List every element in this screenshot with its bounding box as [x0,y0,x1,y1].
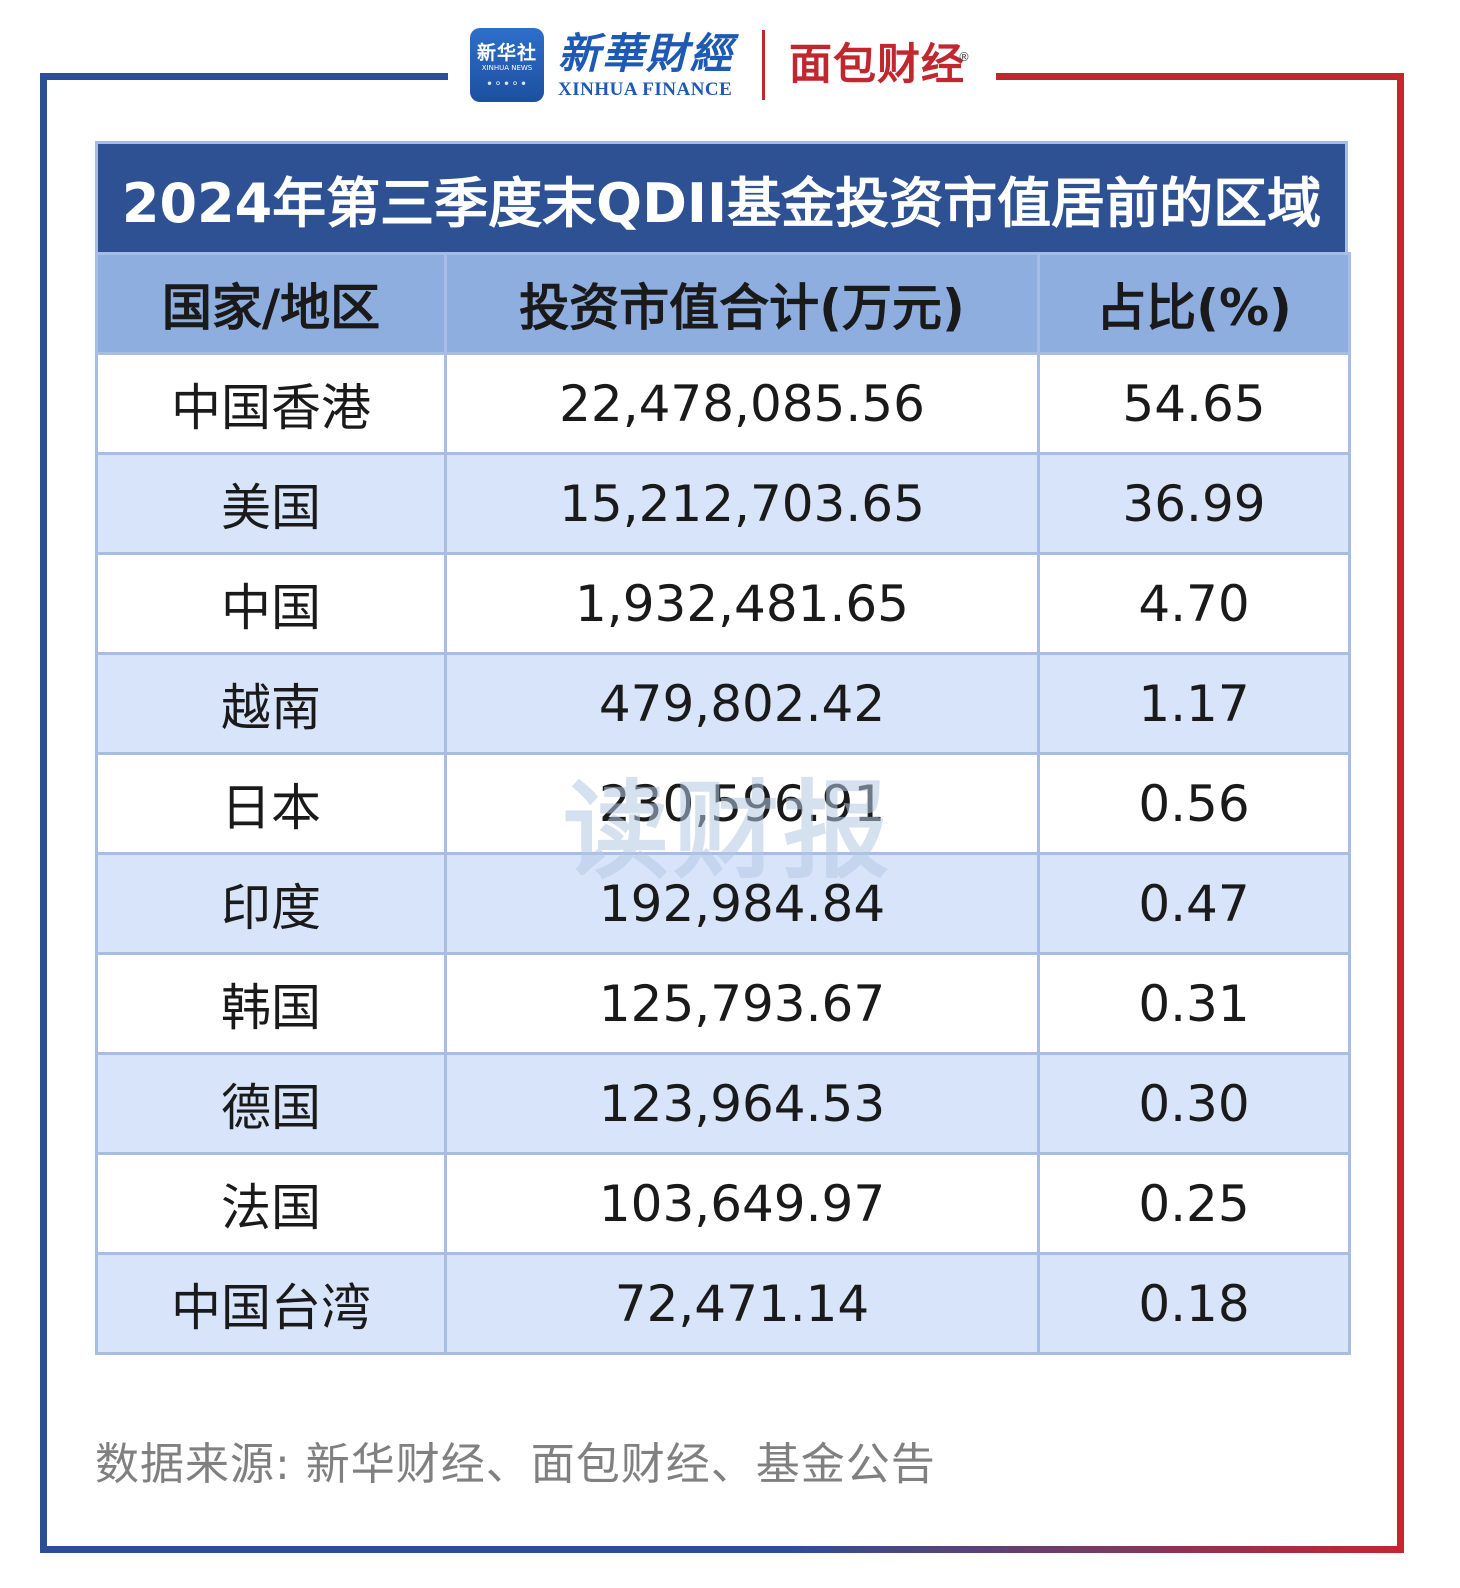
xinhua-badge-cn: 新华社 [476,41,537,64]
mianbao-logo-text: 面包财经 [789,40,966,90]
table-row: 中国香港 22,478,085.56 54.65 [95,352,1351,455]
cell-share: 0.30 [1037,1052,1351,1155]
cell-share: 0.31 [1037,952,1351,1055]
table-row: 印度 192,984.84 0.47 [95,852,1351,955]
xinhua-finance-logo: 新華財經 XINHUA FINANCE [558,29,734,101]
frame-bottom-line [40,1546,1404,1553]
frame-right-line [1397,73,1404,1553]
network-dots-icon: ∙∘∙∘∙ [485,75,529,90]
data-table-container: 2024年第三季度末QDII基金投资市值居前的区域 国家/地区 投资市值合计(万… [95,141,1351,1355]
cell-market-value: 1,932,481.65 [444,552,1040,655]
xinhua-badge-en: XINHUA NEWS [481,63,533,72]
cell-market-value: 123,964.53 [444,1052,1040,1155]
cell-region: 韩国 [95,952,447,1055]
cell-market-value: 15,212,703.65 [444,452,1040,555]
table-row: 日本 230,596.91 0.56 [95,752,1351,855]
cell-share: 1.17 [1037,652,1351,755]
header-logos: 新华社 XINHUA NEWS ∙∘∙∘∙ 新華財經 XINHUA FINANC… [470,24,970,106]
frame-top-left-line [40,73,448,80]
mianbao-finance-logo: 面包财经 ® [789,40,970,90]
table-row: 中国台湾 72,471.14 0.18 [95,1252,1351,1355]
frame-top-right-line [996,73,1404,80]
table-row: 越南 479,802.42 1.17 [95,652,1351,755]
table-row: 韩国 125,793.67 0.31 [95,952,1351,1055]
cell-region: 德国 [95,1052,447,1155]
cell-region: 法国 [95,1152,447,1255]
table-row: 中国 1,932,481.65 4.70 [95,552,1351,655]
cell-market-value: 192,984.84 [444,852,1040,955]
xinhua-news-logo: 新华社 XINHUA NEWS ∙∘∙∘∙ [470,28,544,102]
cell-region: 美国 [95,452,447,555]
cell-region: 日本 [95,752,447,855]
cell-share: 4.70 [1037,552,1351,655]
table-body: 中国香港 22,478,085.56 54.65 美国 15,212,703.65 36.… [95,352,1351,1355]
cell-market-value: 103,649.97 [444,1152,1040,1255]
cell-market-value: 230,596.91 [444,752,1040,855]
cell-share: 0.18 [1037,1252,1351,1355]
table-header-row: 国家/地区 投资市值合计(万元) 占比(%) [95,252,1351,355]
frame-left-line [40,73,47,1553]
table-row: 法国 103,649.97 0.25 [95,1152,1351,1255]
xinhua-finance-en: XINHUA FINANCE [558,79,733,100]
data-table: 国家/地区 投资市值合计(万元) 占比(%) 中国香港 22,478,085.56… [95,252,1351,1355]
cell-share: 36.99 [1037,452,1351,555]
table-row: 德国 123,964.53 0.30 [95,1052,1351,1155]
cell-share: 0.47 [1037,852,1351,955]
cell-share: 54.65 [1037,352,1351,455]
cell-region: 越南 [95,652,447,755]
cell-region: 中国 [95,552,447,655]
xinhua-finance-cn: 新華財經 [558,29,735,78]
cell-region: 印度 [95,852,447,955]
column-header-market-value: 投资市值合计(万元) [444,252,1040,355]
logo-divider [762,30,766,100]
cell-region: 中国香港 [95,352,447,455]
cell-market-value: 125,793.67 [444,952,1040,1055]
cell-market-value: 22,478,085.56 [444,352,1040,455]
table-row: 美国 15,212,703.65 36.99 [95,452,1351,555]
cell-share: 0.25 [1037,1152,1351,1255]
registered-mark: ® [958,50,972,64]
cell-market-value: 72,471.14 [444,1252,1040,1355]
table-title: 2024年第三季度末QDII基金投资市值居前的区域 [95,141,1348,252]
cell-share: 0.56 [1037,752,1351,855]
cell-region: 中国台湾 [95,1252,447,1355]
source-note: 数据来源: 新华财经、面包财经、基金公告 [95,1439,936,1490]
column-header-share: 占比(%) [1037,252,1351,355]
cell-market-value: 479,802.42 [444,652,1040,755]
column-header-region: 国家/地区 [95,252,447,355]
